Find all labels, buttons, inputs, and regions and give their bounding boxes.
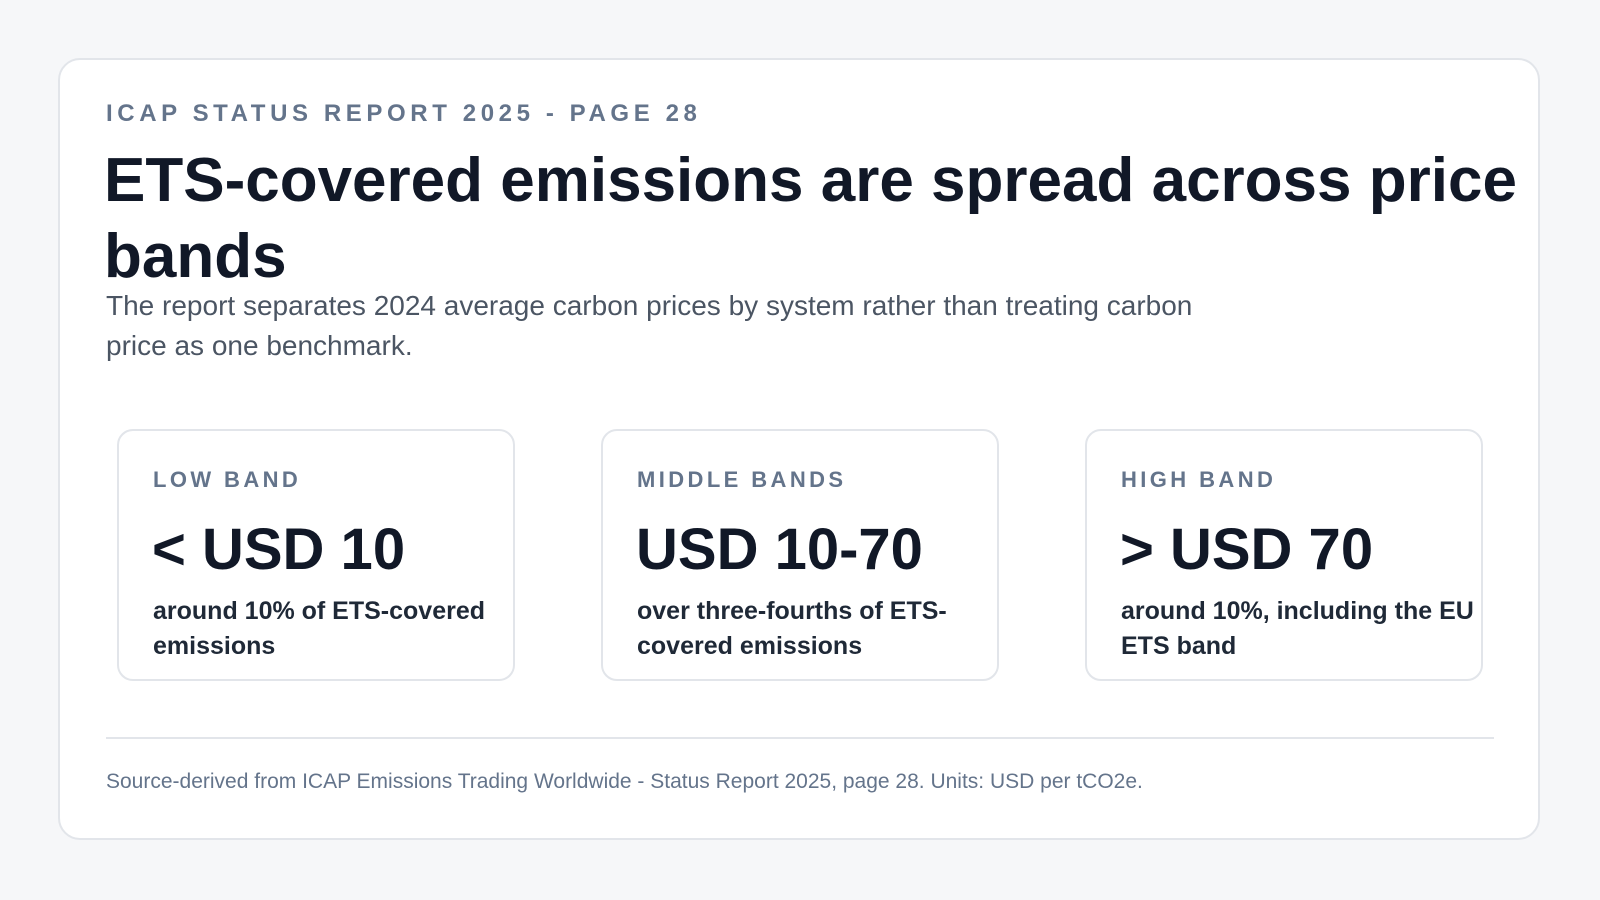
band-label: LOW BAND	[153, 467, 302, 492]
band-description: around 10% of ETS-covered emissions	[153, 597, 486, 660]
source-note: Source-derived from ICAP Emissions Tradi…	[106, 770, 1143, 793]
middle-bands-card: MIDDLE BANDS USD 10-70 over three-fourth…	[601, 429, 999, 681]
band-label: MIDDLE BANDS	[637, 467, 847, 492]
band-label: HIGH BAND	[1121, 467, 1277, 492]
report-eyebrow: ICAP STATUS REPORT 2025 - PAGE 28	[106, 100, 702, 127]
high-band-card: HIGH BAND > USD 70 around 10%, including…	[1085, 429, 1483, 681]
low-band-card: LOW BAND < USD 10 around 10% of ETS-cove…	[117, 429, 515, 681]
footer-divider	[106, 737, 1494, 739]
band-value: < USD 10	[152, 517, 406, 582]
page-subtitle: The report separates 2024 average carbon…	[106, 290, 1193, 361]
band-value: > USD 70	[1120, 517, 1374, 582]
band-description: around 10%, including the EU ETS band	[1121, 597, 1474, 660]
band-value: USD 10-70	[636, 517, 923, 582]
band-description: over three-fourths of ETS-covered emissi…	[637, 597, 947, 660]
page-title: ETS-covered emissions are spread across …	[104, 146, 1517, 291]
